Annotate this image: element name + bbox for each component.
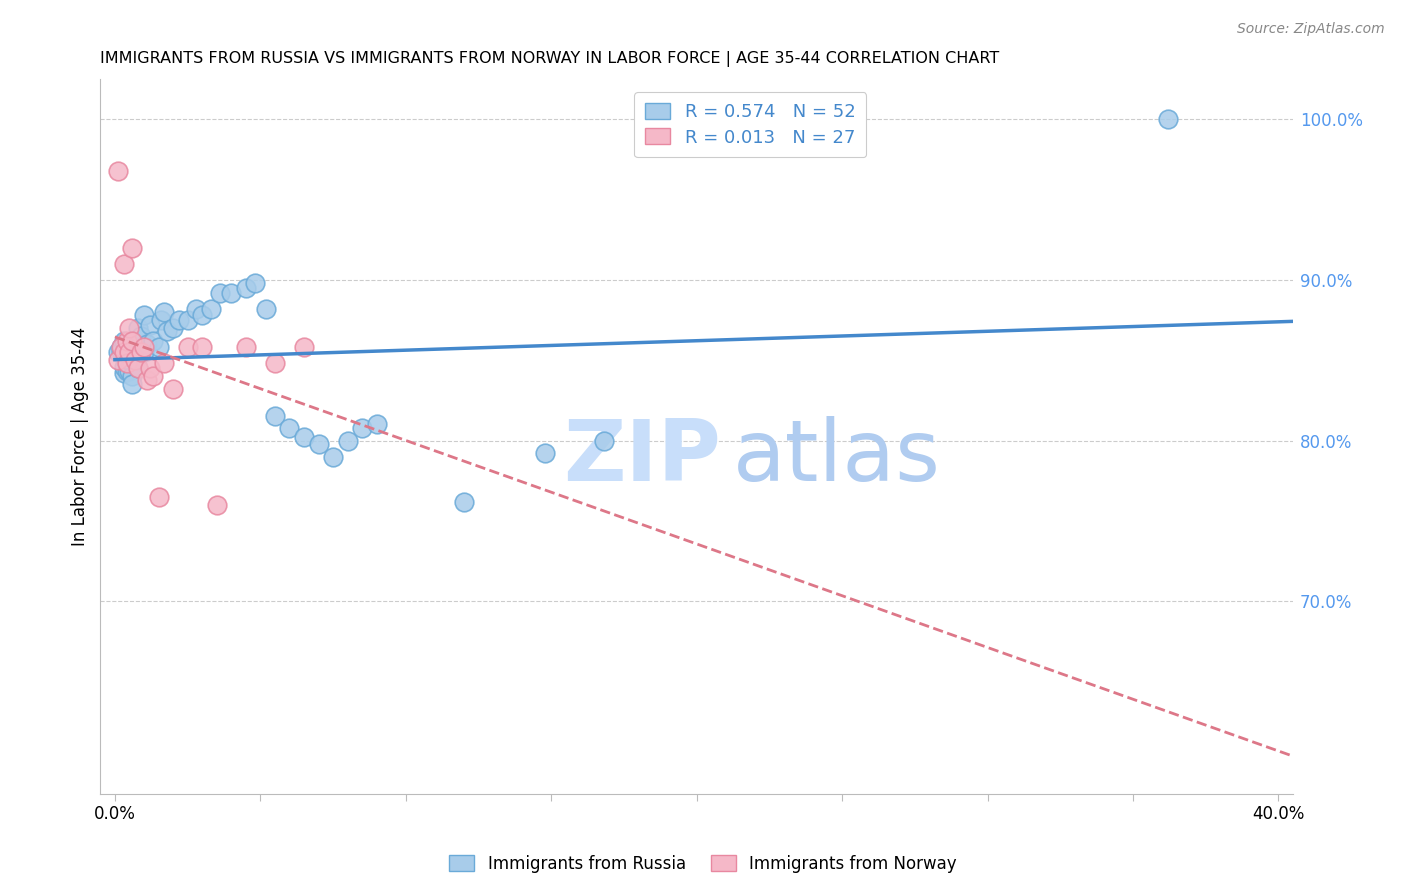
Legend: R = 0.574   N = 52, R = 0.013   N = 27: R = 0.574 N = 52, R = 0.013 N = 27	[634, 92, 866, 157]
Point	[115, 334, 138, 348]
Point	[112, 334, 135, 348]
Point	[148, 490, 170, 504]
Point	[107, 164, 129, 178]
Point	[162, 382, 184, 396]
Point	[112, 345, 135, 359]
Point	[292, 340, 315, 354]
Point	[235, 281, 257, 295]
Point	[121, 369, 143, 384]
Point	[127, 321, 149, 335]
Point	[115, 356, 138, 370]
Point	[132, 345, 155, 359]
Point	[121, 241, 143, 255]
Point	[110, 340, 132, 354]
Point	[243, 277, 266, 291]
Point	[118, 364, 141, 378]
Point	[148, 340, 170, 354]
Point	[167, 313, 190, 327]
Point	[118, 345, 141, 359]
Point	[121, 334, 143, 348]
Point	[205, 498, 228, 512]
Y-axis label: In Labor Force | Age 35-44: In Labor Force | Age 35-44	[72, 327, 89, 546]
Point	[110, 343, 132, 358]
Point	[118, 321, 141, 335]
Point	[107, 345, 129, 359]
Point	[112, 366, 135, 380]
Point	[129, 345, 152, 359]
Text: IMMIGRANTS FROM RUSSIA VS IMMIGRANTS FROM NORWAY IN LABOR FORCE | AGE 35-44 CORR: IMMIGRANTS FROM RUSSIA VS IMMIGRANTS FRO…	[100, 51, 1000, 67]
Point	[107, 353, 129, 368]
Point	[115, 364, 138, 378]
Point	[191, 308, 214, 322]
Point	[142, 334, 165, 348]
Point	[118, 345, 141, 359]
Text: Source: ZipAtlas.com: Source: ZipAtlas.com	[1237, 22, 1385, 37]
Point	[156, 324, 179, 338]
Point	[110, 340, 132, 354]
Point	[534, 446, 557, 460]
Point	[191, 340, 214, 354]
Point	[132, 308, 155, 322]
Point	[208, 285, 231, 300]
Point	[264, 409, 287, 424]
Point	[219, 285, 242, 300]
Point	[115, 356, 138, 370]
Point	[308, 436, 330, 450]
Point	[352, 420, 374, 434]
Point	[121, 377, 143, 392]
Point	[132, 340, 155, 354]
Point	[235, 340, 257, 354]
Point	[129, 329, 152, 343]
Point	[176, 313, 198, 327]
Text: ZIP: ZIP	[562, 417, 720, 500]
Point	[254, 301, 277, 316]
Point	[135, 372, 157, 386]
Point	[292, 430, 315, 444]
Point	[322, 450, 344, 464]
Point	[124, 340, 146, 354]
Point	[121, 356, 143, 370]
Point	[112, 359, 135, 374]
Point	[1157, 112, 1180, 127]
Point	[366, 417, 388, 432]
Point	[162, 321, 184, 335]
Point	[264, 356, 287, 370]
Point	[592, 434, 614, 448]
Point	[153, 305, 176, 319]
Point	[336, 434, 359, 448]
Point	[200, 301, 222, 316]
Point	[176, 340, 198, 354]
Point	[127, 361, 149, 376]
Point	[124, 353, 146, 368]
Point	[139, 361, 162, 376]
Point	[139, 318, 162, 332]
Point	[186, 301, 208, 316]
Point	[115, 353, 138, 368]
Point	[153, 356, 176, 370]
Point	[453, 494, 475, 508]
Point	[135, 337, 157, 351]
Text: atlas: atlas	[733, 417, 941, 500]
Legend: Immigrants from Russia, Immigrants from Norway: Immigrants from Russia, Immigrants from …	[443, 848, 963, 880]
Point	[278, 420, 301, 434]
Point	[118, 350, 141, 364]
Point	[124, 350, 146, 364]
Point	[142, 369, 165, 384]
Point	[127, 361, 149, 376]
Point	[150, 313, 173, 327]
Point	[112, 257, 135, 271]
